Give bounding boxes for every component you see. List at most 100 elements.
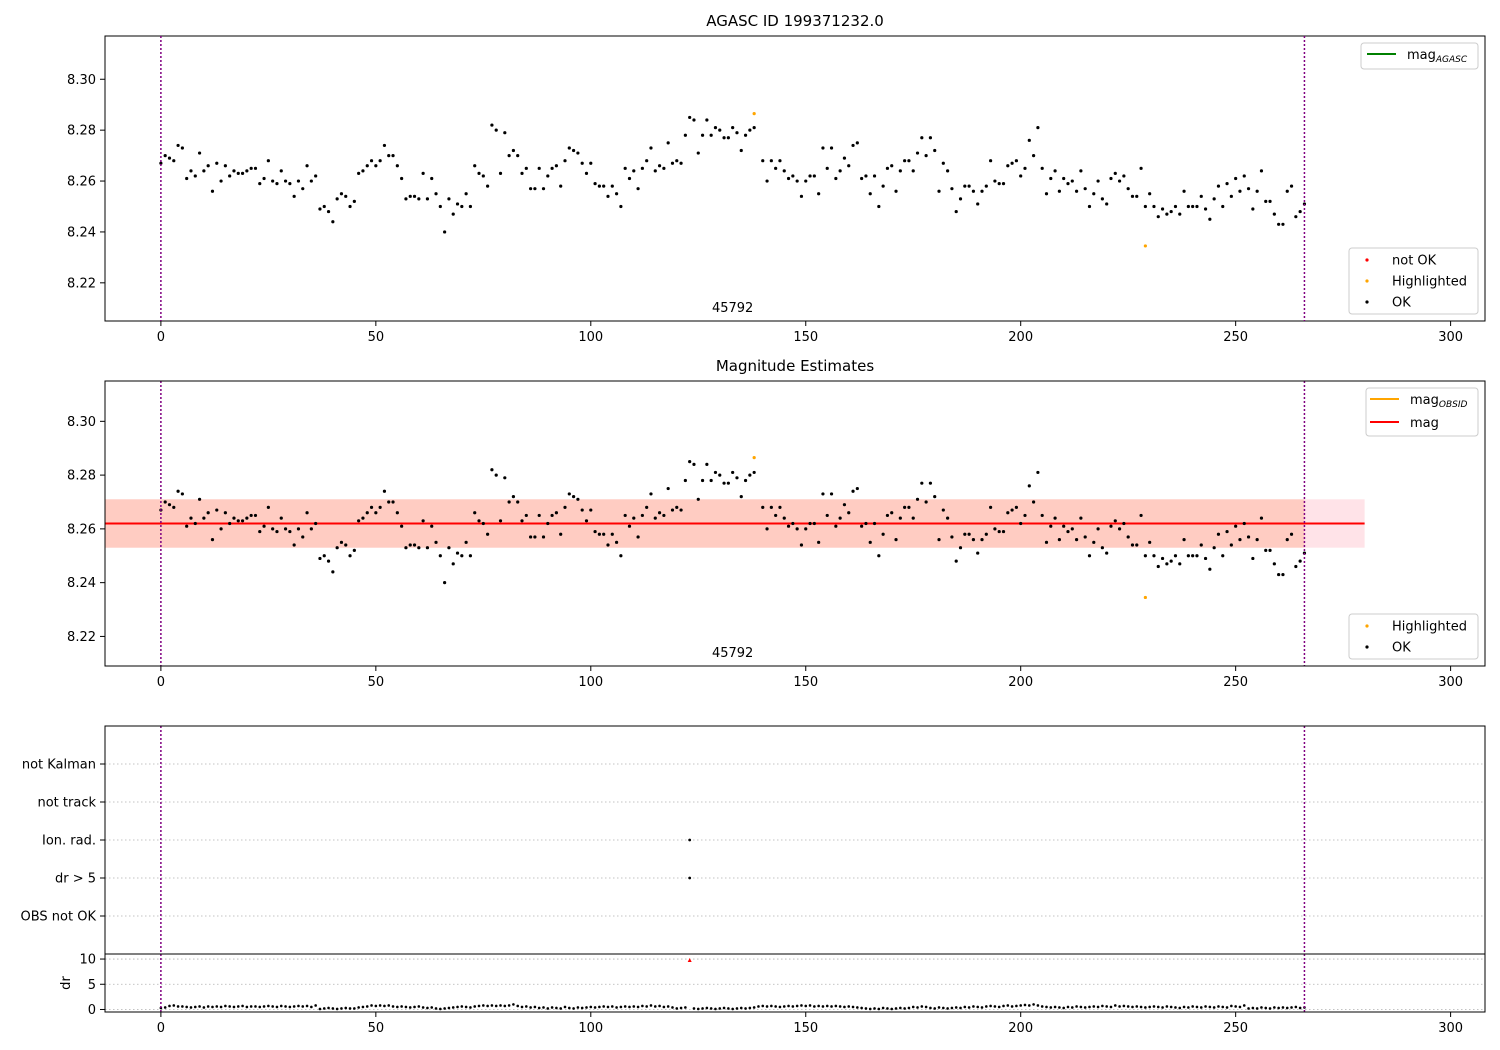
ok-point bbox=[812, 521, 816, 526]
ok-point bbox=[1199, 194, 1203, 198]
flag-category-label: not Kalman bbox=[22, 758, 96, 773]
ok-point bbox=[799, 543, 804, 547]
ok-point bbox=[963, 184, 967, 188]
dr-point bbox=[370, 1004, 373, 1007]
ok-point bbox=[245, 516, 249, 520]
ok-point bbox=[1259, 516, 1264, 520]
legend-point-label: OK bbox=[1392, 641, 1411, 656]
ok-point bbox=[1191, 204, 1195, 209]
dr-point bbox=[383, 1004, 386, 1008]
dr-point bbox=[189, 1006, 193, 1009]
ok-point bbox=[412, 194, 417, 198]
ok-point bbox=[559, 532, 563, 536]
dr-point bbox=[675, 1007, 679, 1010]
dr-point bbox=[967, 1006, 971, 1009]
dr-point bbox=[825, 1004, 829, 1008]
ok-point bbox=[920, 136, 924, 140]
dr-point bbox=[1199, 1006, 1203, 1009]
ok-point bbox=[662, 513, 666, 518]
ok-point bbox=[546, 174, 550, 178]
ok-point bbox=[847, 164, 851, 168]
ok-point bbox=[924, 500, 928, 504]
dr-point bbox=[804, 1004, 808, 1008]
highlighted-point bbox=[752, 112, 756, 116]
ok-point bbox=[1268, 199, 1272, 204]
dr-point bbox=[215, 1005, 219, 1008]
ok-point bbox=[524, 166, 528, 170]
ok-point bbox=[920, 481, 924, 485]
ok-point bbox=[1092, 192, 1096, 196]
dr-point bbox=[795, 1004, 799, 1008]
dr-point bbox=[632, 1005, 636, 1008]
dr-point bbox=[396, 1005, 399, 1009]
ok-point bbox=[283, 527, 288, 531]
x-tick-label-1: 100 bbox=[578, 675, 603, 690]
ok-point bbox=[438, 204, 442, 209]
ok-point bbox=[903, 505, 907, 509]
legend-point-marker bbox=[1365, 300, 1369, 304]
ok-point bbox=[447, 546, 451, 550]
ok-point bbox=[1178, 212, 1182, 216]
ok-point bbox=[1160, 556, 1165, 561]
ok-point bbox=[1234, 176, 1238, 181]
ok-point bbox=[640, 513, 644, 518]
ok-point bbox=[1105, 551, 1109, 555]
dr-point bbox=[249, 1005, 253, 1008]
ok-point bbox=[821, 492, 825, 496]
ok-point bbox=[688, 460, 692, 464]
dr-point bbox=[550, 1006, 554, 1009]
ok-point bbox=[941, 508, 945, 512]
dr-point bbox=[727, 1007, 730, 1010]
ok-point bbox=[460, 204, 464, 209]
ok-point bbox=[167, 503, 172, 507]
dr-point bbox=[752, 1006, 756, 1009]
ok-point bbox=[649, 146, 653, 150]
ok-point bbox=[520, 519, 524, 523]
ok-point bbox=[1109, 176, 1113, 181]
dr-point bbox=[1002, 1004, 1005, 1008]
legend-line-label: magOBSID bbox=[1410, 393, 1468, 410]
ok-point bbox=[980, 538, 984, 542]
ok-point bbox=[821, 146, 825, 150]
dr-point bbox=[490, 1004, 494, 1007]
ok-point bbox=[550, 166, 554, 170]
flag-category-label: dr > 5 bbox=[55, 872, 96, 887]
ok-point bbox=[1182, 538, 1186, 542]
dr-point bbox=[606, 1005, 610, 1009]
ok-point bbox=[984, 532, 988, 536]
dr-point bbox=[404, 1005, 408, 1009]
ok-point bbox=[1006, 164, 1010, 168]
dr-point bbox=[830, 1005, 833, 1008]
ok-point bbox=[864, 521, 868, 526]
dr-point bbox=[924, 1005, 928, 1009]
x-tick-label-3: 100 bbox=[578, 1021, 603, 1036]
dr-point bbox=[1281, 1006, 1285, 1009]
ok-point bbox=[314, 521, 318, 526]
ok-point bbox=[980, 189, 984, 193]
ok-point bbox=[1242, 521, 1246, 526]
x-tick-label-3: 200 bbox=[1008, 1021, 1033, 1036]
ok-point bbox=[1049, 176, 1053, 181]
ok-point bbox=[1126, 535, 1130, 539]
ok-point bbox=[486, 184, 490, 188]
dr-point bbox=[886, 1007, 889, 1010]
ok-point bbox=[1096, 179, 1100, 183]
dr-point bbox=[1238, 1005, 1242, 1009]
dr-point bbox=[1152, 1005, 1156, 1008]
dr-point bbox=[1221, 1005, 1225, 1009]
ok-point bbox=[348, 554, 352, 558]
ok-point bbox=[851, 489, 855, 493]
y-tick-label-1: 8.26 bbox=[67, 522, 96, 537]
ok-point bbox=[1255, 538, 1259, 542]
ok-point bbox=[860, 176, 864, 181]
ok-point bbox=[1212, 197, 1216, 201]
ok-point bbox=[365, 164, 369, 168]
ok-point bbox=[1221, 204, 1225, 209]
x-tick-label-0: 150 bbox=[793, 330, 818, 345]
ok-point bbox=[425, 197, 430, 201]
x-tick-label-0: 50 bbox=[368, 330, 385, 345]
dr-point bbox=[288, 1005, 292, 1009]
ok-point bbox=[481, 174, 485, 178]
dr-point bbox=[1148, 1005, 1151, 1009]
ok-point bbox=[610, 532, 614, 536]
